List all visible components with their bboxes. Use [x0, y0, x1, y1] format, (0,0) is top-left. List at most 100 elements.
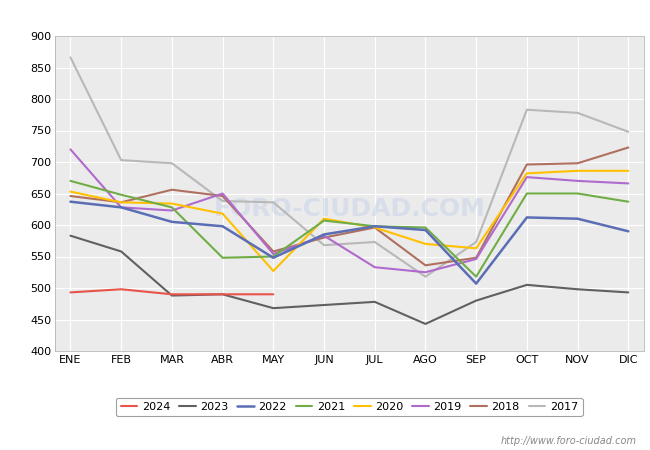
2023 [269, 306, 277, 311]
2021 [320, 218, 328, 223]
2020 [66, 189, 74, 194]
2022 [523, 215, 531, 220]
2020 [168, 201, 176, 206]
2020 [320, 216, 328, 221]
2023 [625, 290, 632, 295]
2021 [523, 191, 531, 196]
2023 [422, 321, 430, 327]
2024 [66, 290, 74, 295]
2017 [66, 55, 74, 60]
2023 [523, 282, 531, 288]
2017 [625, 129, 632, 135]
Legend: 2024, 2023, 2022, 2021, 2020, 2019, 2018, 2017: 2024, 2023, 2022, 2021, 2020, 2019, 2018… [116, 397, 582, 416]
2019 [422, 270, 430, 275]
Line: 2022: 2022 [70, 202, 629, 284]
2022 [625, 229, 632, 234]
2019 [523, 175, 531, 180]
2024 [269, 292, 277, 297]
2021 [422, 225, 430, 230]
2017 [269, 200, 277, 205]
2019 [625, 181, 632, 186]
2017 [371, 239, 379, 245]
2024 [117, 287, 125, 292]
2019 [66, 147, 74, 152]
2017 [320, 243, 328, 248]
2020 [371, 225, 379, 230]
2019 [320, 233, 328, 238]
2017 [218, 198, 226, 204]
2018 [371, 225, 379, 230]
2022 [168, 219, 176, 225]
2023 [574, 287, 582, 292]
2021 [269, 254, 277, 259]
2018 [574, 161, 582, 166]
2023 [218, 292, 226, 297]
Text: Afiliados en Faura a 31/5/2024: Afiliados en Faura a 31/5/2024 [192, 9, 458, 27]
2023 [66, 233, 74, 238]
2022 [66, 199, 74, 204]
Line: 2021: 2021 [70, 181, 629, 277]
2018 [66, 194, 74, 199]
2017 [523, 107, 531, 112]
2019 [269, 251, 277, 256]
2022 [371, 224, 379, 229]
2020 [269, 268, 277, 274]
Line: 2020: 2020 [70, 171, 629, 271]
2018 [168, 187, 176, 193]
2023 [117, 249, 125, 254]
2019 [371, 265, 379, 270]
2021 [473, 274, 480, 279]
2018 [473, 255, 480, 261]
2023 [168, 293, 176, 298]
2020 [422, 241, 430, 247]
2021 [574, 191, 582, 196]
2017 [473, 239, 480, 245]
Line: 2019: 2019 [70, 149, 629, 272]
2023 [320, 302, 328, 308]
2019 [473, 256, 480, 262]
2018 [523, 162, 531, 167]
2022 [473, 281, 480, 286]
2021 [117, 192, 125, 198]
2021 [168, 205, 176, 210]
2021 [218, 255, 226, 261]
2021 [66, 178, 74, 184]
2024 [218, 292, 226, 297]
2022 [574, 216, 582, 221]
2022 [117, 205, 125, 210]
2021 [625, 199, 632, 204]
2018 [117, 200, 125, 205]
Text: http://www.foro-ciudad.com: http://www.foro-ciudad.com [501, 436, 637, 446]
Line: 2024: 2024 [70, 289, 273, 294]
2023 [371, 299, 379, 305]
2018 [625, 145, 632, 150]
2018 [422, 263, 430, 268]
Line: 2018: 2018 [70, 148, 629, 266]
2020 [625, 168, 632, 174]
2017 [168, 161, 176, 166]
2020 [574, 168, 582, 174]
2017 [422, 274, 430, 279]
2020 [523, 171, 531, 176]
2017 [574, 110, 582, 116]
2022 [269, 255, 277, 261]
2019 [117, 205, 125, 210]
2019 [574, 178, 582, 184]
2020 [218, 211, 226, 216]
2019 [218, 191, 226, 196]
2020 [117, 200, 125, 205]
2023 [473, 298, 480, 303]
2022 [218, 224, 226, 229]
Line: 2017: 2017 [70, 58, 629, 277]
2021 [371, 224, 379, 229]
2024 [168, 292, 176, 297]
2018 [320, 235, 328, 240]
2018 [269, 249, 277, 254]
2017 [117, 158, 125, 163]
2018 [218, 194, 226, 199]
2019 [168, 208, 176, 213]
2020 [473, 246, 480, 251]
2022 [422, 227, 430, 233]
Line: 2023: 2023 [70, 236, 629, 324]
Text: FORO-CIUDAD.COM: FORO-CIUDAD.COM [213, 197, 486, 221]
